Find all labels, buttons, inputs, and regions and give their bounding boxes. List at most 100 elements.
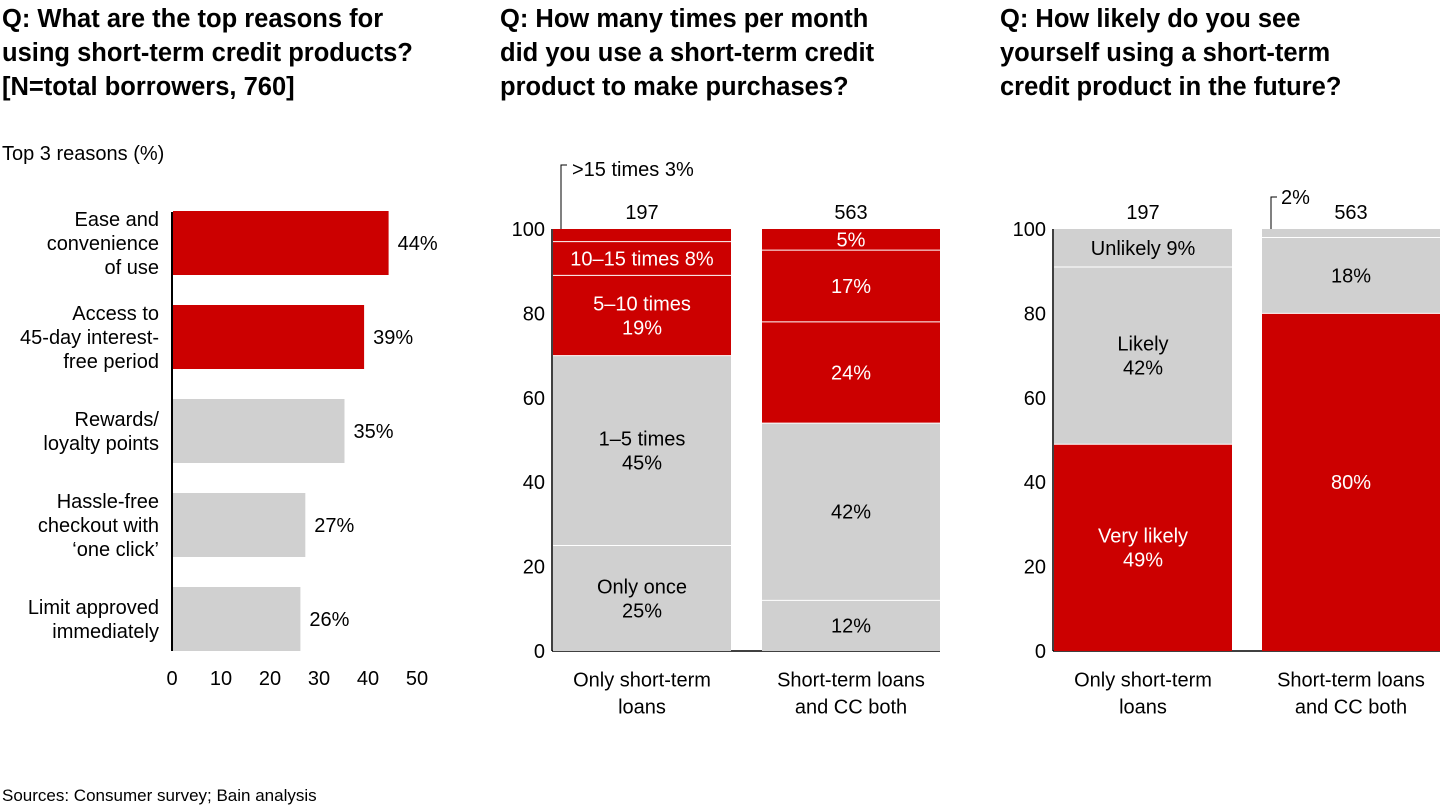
callout-label: 2% <box>1281 187 1310 209</box>
title-line: using short-term credit products? <box>2 39 413 67</box>
bar-value-label: 44% <box>398 233 438 255</box>
bar-total-label: 563 <box>834 202 867 224</box>
y-tick-label: 80 <box>523 303 545 325</box>
segment-label: 1–5 times <box>599 429 686 451</box>
callout-leader-line <box>560 164 567 229</box>
segment-label: 18% <box>1331 265 1371 287</box>
y-tick-label: 100 <box>512 219 545 241</box>
bar-total-label: 197 <box>625 202 658 224</box>
category-label: Access to <box>72 303 159 325</box>
y-tick-label: 20 <box>1024 557 1046 579</box>
category-label: Only short-term <box>1074 670 1212 692</box>
category-label: Short-term loans <box>777 670 925 692</box>
segment-label: Only once <box>597 576 687 598</box>
callout-label: >15 times 3% <box>572 159 694 181</box>
y-tick-label: 100 <box>1013 219 1046 241</box>
category-label: ‘one click’ <box>72 539 159 561</box>
category-label: Short-term loans <box>1277 670 1425 692</box>
segment-label: Unlikely 9% <box>1091 238 1196 260</box>
segment-label: 24% <box>831 362 871 384</box>
stack-segment <box>762 321 940 424</box>
title-line: yourself using a short-term <box>1000 39 1331 67</box>
category-label: Only short-term <box>573 670 711 692</box>
stack-segment <box>553 241 731 276</box>
category-label: loans <box>1119 697 1167 719</box>
y-tick-label: 40 <box>523 472 545 494</box>
bar <box>173 399 345 463</box>
callout-leader-line <box>1270 196 1277 229</box>
category-label: 45-day interest- <box>20 327 159 349</box>
stack-segment <box>1054 266 1232 445</box>
bar-value-label: 35% <box>354 421 394 443</box>
bar <box>173 211 389 275</box>
bar-value-label: 26% <box>309 609 349 631</box>
bar-value-label: 27% <box>314 515 354 537</box>
category-label: and CC both <box>795 697 907 719</box>
stack-segment <box>553 275 731 356</box>
segment-label: 19% <box>622 318 662 340</box>
x-tick-label: 40 <box>357 668 379 690</box>
category-label: Limit approved <box>28 597 159 619</box>
segment-label: 49% <box>1123 550 1163 572</box>
title-line: product to make purchases? <box>500 73 849 101</box>
y-tick-label: 0 <box>534 641 545 663</box>
stack-segment <box>1054 229 1232 267</box>
stack-segment <box>762 423 940 601</box>
segment-label: Likely <box>1117 334 1168 356</box>
chart-subtitle: Top 3 reasons (%) <box>2 143 165 165</box>
category-label: convenience <box>47 233 159 255</box>
title-line: Q: How likely do you see <box>1000 5 1301 33</box>
segment-label: 12% <box>831 616 871 638</box>
category-label: Rewards/ <box>75 409 160 431</box>
category-label: free period <box>63 351 159 373</box>
segment-label: 45% <box>622 453 662 475</box>
segment-label: Very likely <box>1098 526 1188 548</box>
stack-segment <box>1262 237 1440 314</box>
source-note: Sources: Consumer survey; Bain analysis <box>2 786 317 805</box>
stack-segment <box>762 250 940 322</box>
segment-label: 17% <box>831 276 871 298</box>
y-tick-label: 40 <box>1024 472 1046 494</box>
title-line: Q: What are the top reasons for <box>2 5 384 33</box>
bar <box>173 305 365 369</box>
stack-segment <box>553 355 731 546</box>
segment-label: 25% <box>622 600 662 622</box>
bar <box>173 587 301 651</box>
y-tick-label: 20 <box>523 557 545 579</box>
bar-total-label: 197 <box>1126 202 1159 224</box>
category-label: and CC both <box>1295 697 1407 719</box>
segment-label: 5–10 times <box>593 294 691 316</box>
title-line: [N=total borrowers, 760] <box>2 73 295 101</box>
category-label: Ease and <box>74 209 159 231</box>
x-tick-label: 20 <box>259 668 281 690</box>
segment-label: 42% <box>1123 358 1163 380</box>
category-label: Hassle-free <box>57 491 159 513</box>
panel2-title: Q: How many times per month did you use … <box>500 2 874 104</box>
segment-label: 10–15 times 8% <box>570 249 714 271</box>
y-tick-label: 60 <box>523 388 545 410</box>
segment-label: 80% <box>1331 472 1371 494</box>
stack-segment <box>1054 444 1232 651</box>
stack-segment <box>553 545 731 651</box>
segment-label: 5% <box>837 230 866 252</box>
x-tick-label: 0 <box>166 668 177 690</box>
stack-segment <box>553 229 731 242</box>
x-tick-label: 30 <box>308 668 330 690</box>
panel1-title: Q: What are the top reasons for using sh… <box>2 2 413 104</box>
stack-segment <box>1262 313 1440 651</box>
category-label: immediately <box>52 621 159 643</box>
x-tick-label: 10 <box>210 668 232 690</box>
bar-total-label: 563 <box>1334 202 1367 224</box>
panel3-title: Q: How likely do you see yourself using … <box>1000 2 1341 104</box>
category-label: loans <box>618 697 666 719</box>
title-line: credit product in the future? <box>1000 73 1342 101</box>
title-line: Q: How many times per month <box>500 5 869 33</box>
category-label: of use <box>105 257 159 279</box>
title-line: did you use a short-term credit <box>500 39 875 67</box>
bar <box>173 493 306 557</box>
stack-segment <box>762 229 940 251</box>
y-tick-label: 80 <box>1024 303 1046 325</box>
x-tick-label: 50 <box>406 668 428 690</box>
stack-segment <box>1262 229 1440 238</box>
